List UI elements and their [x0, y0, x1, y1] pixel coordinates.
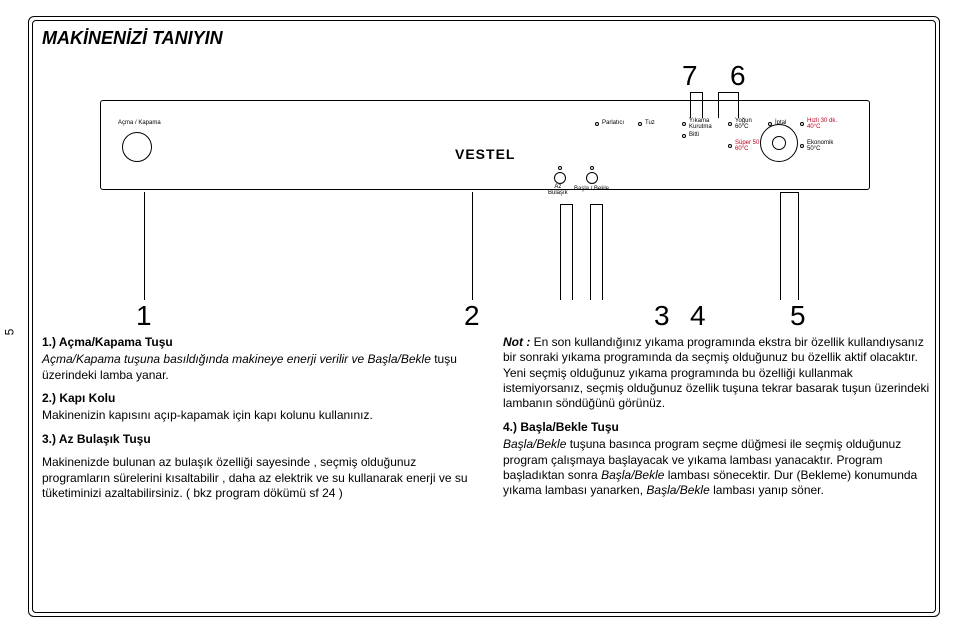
callout-4: 4	[690, 300, 706, 332]
power-knob	[122, 132, 152, 162]
panel-diagram: 7 6 Açma / Kapama VESTEL Parlatıcı Tuz Y…	[100, 78, 870, 208]
h3: 3.) Az Bulaşık Tuşu	[42, 432, 469, 447]
lbl-acma: Açma / Kapama	[118, 120, 161, 126]
brand-logo: VESTEL	[455, 146, 515, 162]
p2c: Başla/Bekle	[601, 468, 668, 482]
p1b: Başla/Bekle	[368, 352, 435, 366]
p2e: Başla/Bekle	[646, 483, 713, 497]
callout-3: 3	[654, 300, 670, 332]
note-body: En son kullandığınız yıkama programında …	[503, 335, 929, 410]
h2: 2.) Kapı Kolu	[42, 391, 469, 406]
note-label: Not :	[503, 335, 534, 349]
lbl-parlatici: Parlatıcı	[602, 120, 624, 126]
lbl-yogun: Yoğun 60°C	[735, 118, 752, 130]
p2f: lambası yanıp söner.	[713, 483, 824, 497]
column-left: 1.) Açma/Kapama Tuşu Açma/Kapama tuşuna …	[42, 335, 469, 509]
lbl-tuz: Tuz	[645, 120, 655, 126]
page-title: MAKİNENİZİ TANIYIN	[42, 28, 223, 49]
h1: 1.) Açma/Kapama Tuşu	[42, 335, 469, 350]
lbl-yk: Yıkama Kurutma	[689, 118, 712, 130]
p2: Makinenizin kapısını açıp-kapamak için k…	[42, 408, 373, 422]
lbl-az: Az Bulaşık	[548, 184, 568, 196]
p2a: Başla/Bekle	[503, 437, 570, 451]
basla-bekle-btn	[586, 172, 598, 184]
lbl-bitti: Bitti	[689, 132, 699, 138]
callout-7: 7	[682, 60, 698, 92]
p1a: Açma/Kapama tuşuna basıldığında makineye…	[42, 352, 368, 366]
callout-5: 5	[790, 300, 806, 332]
callout-6: 6	[730, 60, 746, 92]
page-number: 5	[2, 329, 16, 336]
callout-1: 1	[136, 300, 152, 332]
lbl-hizli: Hızlı 30 dk. 40°C	[807, 118, 837, 130]
column-right: Not : En son kullandığınız yıkama progra…	[503, 335, 930, 509]
program-knob	[760, 124, 798, 162]
h4: 4.) Başla/Bekle Tuşu	[503, 420, 930, 435]
lbl-eko: Ekonomik 50°C	[807, 140, 833, 152]
lbl-basla: Başla / Bekle	[574, 186, 609, 192]
p3: Makinenizde bulunan az bulaşık özelliği …	[42, 455, 468, 500]
callout-2: 2	[464, 300, 480, 332]
az-bulasik-btn	[554, 172, 566, 184]
